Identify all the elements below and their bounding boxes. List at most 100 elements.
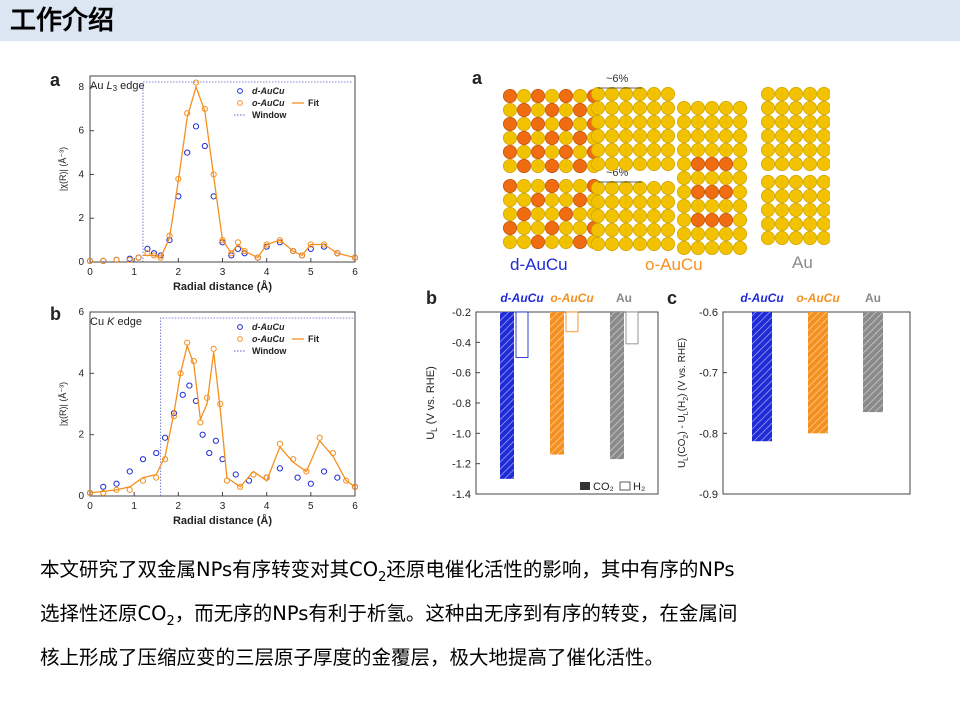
atom <box>619 114 634 129</box>
atom <box>647 195 662 210</box>
atom <box>661 100 676 115</box>
atom <box>691 129 706 144</box>
bar-h2 <box>515 311 529 358</box>
category-label: Au <box>865 291 881 305</box>
x-axis-label: Radial distance (Å) <box>173 514 272 527</box>
legend-marker <box>237 336 243 342</box>
body-line-2: 选择性还原CO2，而无序的NPs有利于析氢。这种由无序到有序的转变，在金属间 <box>40 596 930 640</box>
strain-label-top: ~6% <box>606 73 629 85</box>
data-point <box>237 483 244 490</box>
atom <box>732 185 747 200</box>
atom <box>605 143 620 158</box>
data-point <box>351 254 359 261</box>
atom <box>530 221 545 236</box>
data-point <box>241 247 248 255</box>
data-point <box>307 480 314 487</box>
atom <box>788 175 803 190</box>
atom <box>591 195 606 210</box>
atom <box>633 157 648 172</box>
atom <box>591 209 606 224</box>
data-point <box>153 474 160 481</box>
x-tick-label: 1 <box>131 267 137 278</box>
legend-label: CO₂ <box>593 481 614 493</box>
data-point <box>157 254 164 261</box>
atom <box>661 157 676 172</box>
atom <box>817 189 830 203</box>
atom <box>661 114 676 129</box>
atom <box>788 157 803 172</box>
atom <box>719 157 734 172</box>
data-point <box>184 149 191 156</box>
data-point <box>232 471 239 478</box>
atom <box>633 181 648 196</box>
edge-label-part: L <box>107 80 113 92</box>
atom <box>573 102 588 117</box>
y-axis-label: UL (V vs. RHE) <box>425 366 439 440</box>
data-point <box>206 449 213 457</box>
atom <box>691 100 706 115</box>
edge-label-part: Cu <box>90 316 107 328</box>
atom <box>705 213 720 228</box>
atom <box>573 235 588 250</box>
atom <box>605 100 620 115</box>
data-point <box>100 257 107 265</box>
edge-label-sub: 3 <box>113 84 118 93</box>
edge-label: Cu K edge <box>90 316 142 328</box>
atom <box>573 221 588 236</box>
legend-label: o-AuCu <box>252 334 285 344</box>
y-tick-label: 8 <box>78 82 84 93</box>
y-tick-label: -1.4 <box>452 489 471 501</box>
atom <box>619 100 634 115</box>
atom <box>647 114 662 129</box>
y-tick-label: -0.8 <box>699 428 718 440</box>
y-axis-label: |χ(R)| (Å⁻³) <box>58 382 68 426</box>
data-point <box>153 449 160 457</box>
atom <box>605 195 620 210</box>
atom <box>760 86 775 101</box>
panel-label-a: a <box>50 70 61 90</box>
atom <box>732 171 747 186</box>
atom <box>605 86 620 101</box>
body-line-3: 核上形成了压缩应变的三层原子厚度的金覆层，极大地提高了催化活性。 <box>40 640 930 676</box>
data-point <box>245 477 253 484</box>
body-text-segment: 选择性还原CO <box>40 601 167 625</box>
x-axis-label: Radial distance (Å) <box>173 280 272 293</box>
atom <box>633 143 648 158</box>
atom <box>545 131 560 146</box>
atom <box>788 217 803 232</box>
atom <box>502 131 517 146</box>
atom <box>619 181 634 196</box>
data-point <box>303 468 310 475</box>
category-label: d-AuCu <box>740 291 784 305</box>
legend-marker <box>237 100 243 106</box>
atom <box>545 88 560 103</box>
atom <box>591 157 606 172</box>
body-paragraph: 本文研究了双金属NPs有序转变对其CO2还原电催化活性的影响，其中有序的NPs … <box>40 552 930 676</box>
atom <box>802 217 817 232</box>
atom <box>559 221 574 236</box>
atom <box>502 193 517 208</box>
atom <box>719 227 734 242</box>
legend-swatch-co2 <box>580 482 590 490</box>
atom <box>817 231 830 245</box>
series-line-fit <box>143 84 356 259</box>
data-point <box>86 257 94 265</box>
bar-h2 <box>625 311 639 345</box>
atom <box>516 116 531 131</box>
atom <box>732 213 747 228</box>
data-point <box>179 391 186 398</box>
atom <box>573 193 588 208</box>
atom <box>591 237 606 252</box>
data-point <box>320 468 328 475</box>
atom <box>691 114 706 129</box>
y-tick-label: 0 <box>78 491 84 502</box>
atom <box>677 199 692 214</box>
atom <box>559 116 574 131</box>
atom <box>774 114 789 129</box>
axis-label-sub: 2 <box>683 397 690 401</box>
edge-label-part: K <box>107 316 115 328</box>
atom <box>545 116 560 131</box>
atom <box>591 114 606 129</box>
potential-difference-chart: c -0.6-0.7-0.8-0.9d-AuCu o-AuCu AuUL(CO2) … <box>667 288 911 501</box>
atom <box>530 207 545 222</box>
